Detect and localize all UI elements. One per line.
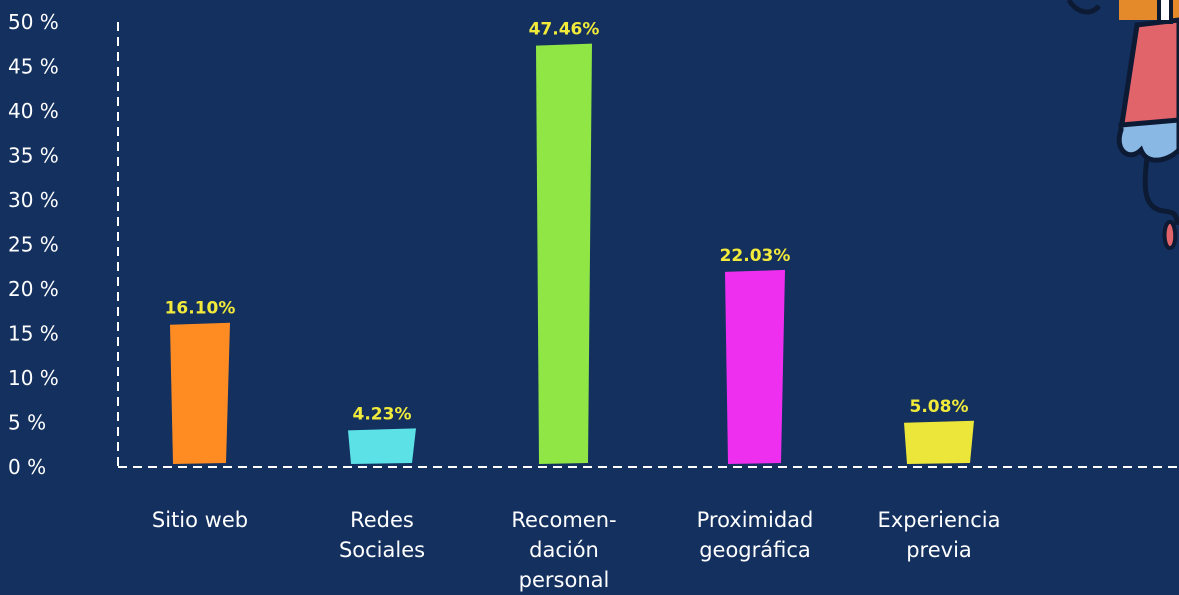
- y-tick-label: 40 %: [8, 99, 59, 123]
- cartoon-character-illustration: [1066, 0, 1179, 250]
- category-label-line: Recomen-: [511, 508, 617, 532]
- character-outline: [1066, 0, 1101, 15]
- bar: [170, 322, 230, 464]
- data-label: 22.03%: [720, 246, 791, 266]
- y-tick-label: 45 %: [8, 55, 59, 79]
- category-label: Sitio web: [110, 505, 290, 535]
- category-label: Redes Sociales: [292, 505, 472, 565]
- y-tick-label: 30 %: [8, 188, 59, 212]
- data-label: 5.08%: [910, 397, 969, 417]
- category-label-line: Sitio web: [151, 508, 249, 532]
- y-tick-label: 0 %: [8, 455, 46, 479]
- category-label: Recomen-dación personal: [474, 505, 654, 595]
- bar: [725, 269, 785, 464]
- category-label-line: personal: [518, 568, 610, 592]
- y-tick-label: 25 %: [8, 233, 59, 257]
- y-tick-label: 50 %: [8, 10, 59, 34]
- bar: [536, 43, 592, 465]
- category-label: Experiencia previa: [849, 505, 1029, 565]
- category-label: Proximidad geográfica: [665, 505, 845, 565]
- character-foot: [1162, 220, 1178, 250]
- bar: [904, 420, 974, 464]
- y-tick-label: 10 %: [8, 366, 59, 390]
- character-leg: [1142, 157, 1179, 226]
- y-tick-label: 35 %: [8, 144, 59, 168]
- y-tick-label: 20 %: [8, 277, 59, 301]
- character-skirt: [1116, 117, 1179, 163]
- category-label-line: Sociales: [338, 538, 426, 562]
- character-dress: [1118, 17, 1179, 133]
- category-label-line: geográfica: [699, 538, 811, 562]
- data-label: 47.46%: [529, 20, 600, 40]
- character-collar: [1157, 0, 1173, 24]
- y-tick-label: 15 %: [8, 322, 59, 346]
- category-label-line: Redes: [350, 508, 414, 532]
- data-label: 4.23%: [353, 404, 412, 424]
- category-label-line: previa: [906, 538, 972, 562]
- category-label-line: Proximidad: [696, 508, 814, 532]
- category-label-line: Experiencia: [877, 508, 1001, 532]
- category-label-line: dación: [529, 538, 599, 562]
- bar: [348, 428, 416, 464]
- y-tick-label: 5 %: [8, 411, 46, 435]
- data-label: 16.10%: [165, 299, 236, 319]
